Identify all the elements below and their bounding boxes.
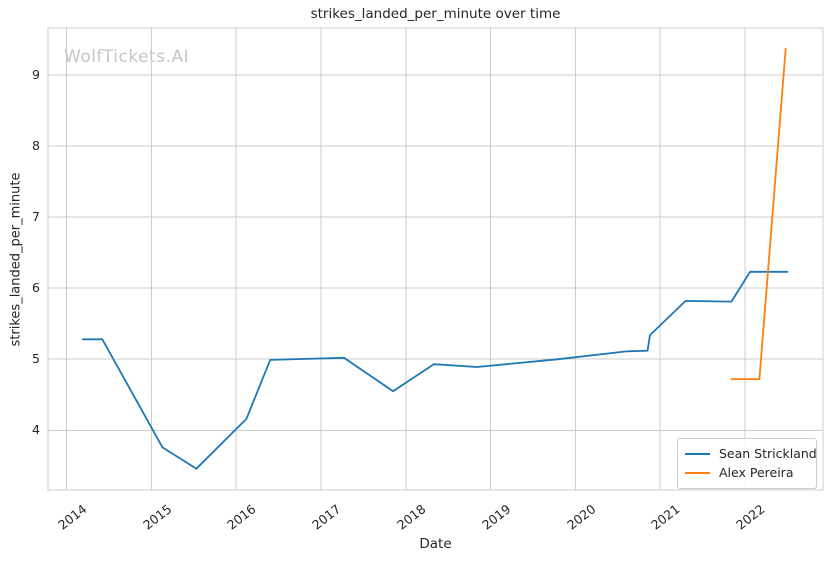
legend-label: Sean Strickland [719, 446, 817, 461]
watermark: WolfTickets.AI [64, 47, 190, 67]
series-line-sean-strickland [81, 270, 789, 470]
y-tick-label: 5 [32, 351, 40, 367]
y-tick-label: 9 [32, 66, 40, 82]
y-tick-label: 4 [32, 422, 40, 438]
plot-border [47, 27, 824, 491]
legend-item-sean-strickland: Sean Strickland [685, 444, 817, 463]
chart-title: strikes_landed_per_minute over time [310, 6, 561, 22]
y-tick-label: 7 [32, 209, 40, 225]
legend-line-sample-icon [685, 471, 710, 474]
y-tick-label: 8 [32, 137, 40, 153]
series-line-alex-pereira [730, 47, 787, 381]
x-axis-label: Date [419, 536, 452, 552]
legend-label: Alex Pereira [719, 465, 794, 480]
y-tick-label: 6 [32, 280, 40, 296]
legend: Sean Strickland Alex Pereira [677, 438, 817, 489]
legend-line-sample-icon [685, 452, 710, 455]
legend-item-alex-pereira: Alex Pereira [685, 463, 807, 482]
y-axis-label: strikes_landed_per_minute [8, 172, 24, 347]
